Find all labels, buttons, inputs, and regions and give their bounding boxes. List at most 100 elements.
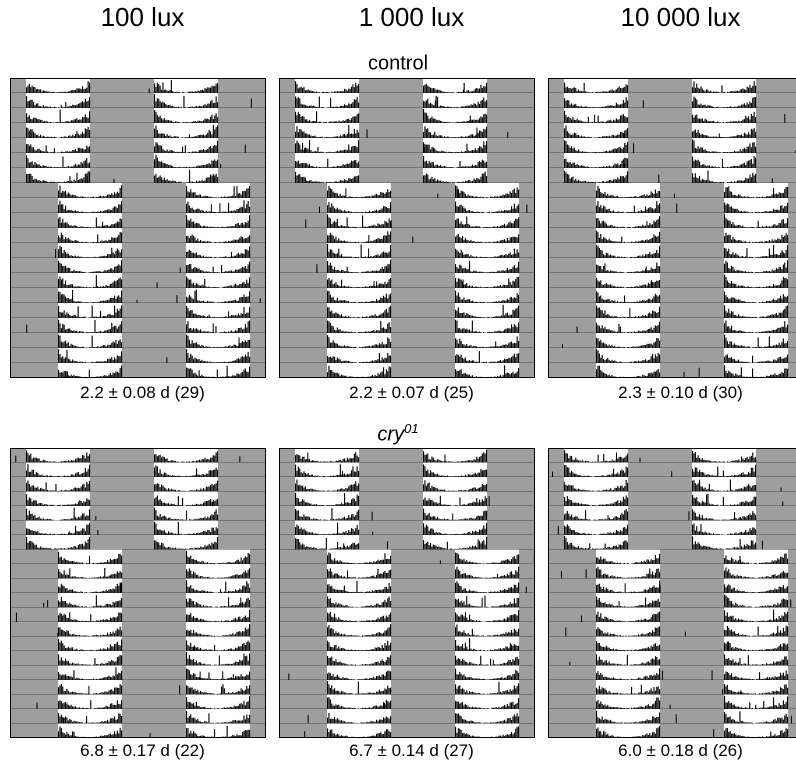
actogram-row: [548, 333, 796, 348]
actogram-row: [10, 228, 266, 243]
actogram-row: [10, 108, 266, 123]
actogram-row: [10, 258, 266, 273]
actogram-row: [279, 213, 535, 228]
caption-cry-1000: 6.7 ± 0.14 d (27): [279, 741, 544, 761]
actogram-row: [548, 622, 796, 637]
group-label-sup: 01: [404, 421, 418, 436]
actogram-cry-10000-lux: [548, 448, 796, 738]
actogram-row: [10, 463, 266, 478]
actogram-row: [10, 564, 266, 579]
actogram-row: [548, 363, 796, 378]
actogram-row: [279, 608, 535, 623]
actogram-row: [10, 724, 266, 739]
actogram-row: [10, 303, 266, 318]
actogram-row: [279, 153, 535, 168]
actogram-row: [548, 695, 796, 710]
actogram-row: [548, 198, 796, 213]
actogram-row: [548, 550, 796, 565]
actogram-row: [279, 228, 535, 243]
actogram-row: [279, 579, 535, 594]
actogram-row: [548, 93, 796, 108]
actogram-row: [548, 318, 796, 333]
actogram-row: [10, 363, 266, 378]
actogram-row: [10, 123, 266, 138]
actogram-row: [548, 651, 796, 666]
actogram-row: [279, 123, 535, 138]
col-header-2: 1 000 lux: [279, 2, 544, 33]
actogram-row: [548, 593, 796, 608]
actogram-cry-100-lux: [10, 448, 266, 738]
actogram-row: [279, 535, 535, 550]
caption-control-1000: 2.2 ± 0.07 d (25): [279, 383, 544, 403]
actogram-row: [10, 492, 266, 507]
actogram-row: [279, 138, 535, 153]
actogram-row: [279, 333, 535, 348]
actogram-row: [10, 680, 266, 695]
actogram-row: [279, 724, 535, 739]
actogram-row: [279, 593, 535, 608]
actogram-row: [279, 78, 535, 93]
actogram-row: [279, 243, 535, 258]
actogram-row: [548, 724, 796, 739]
actogram-row: [279, 695, 535, 710]
actogram-row: [279, 680, 535, 695]
actogram-cry-1000-lux: [279, 448, 535, 738]
actogram-row: [279, 273, 535, 288]
actogram-row: [10, 695, 266, 710]
actogram-row: [10, 333, 266, 348]
actogram-row: [279, 564, 535, 579]
actogram-row: [548, 608, 796, 623]
actogram-row: [548, 666, 796, 681]
actogram-row: [10, 168, 266, 183]
actogram-row: [279, 622, 535, 637]
actogram-row: [548, 579, 796, 594]
actogram-row: [548, 448, 796, 463]
actogram-row: [279, 363, 535, 378]
actogram-row: [279, 463, 535, 478]
group-label-cry: cry01: [0, 421, 796, 447]
actogram-row: [548, 273, 796, 288]
actogram-row: [10, 213, 266, 228]
actogram-row: [548, 258, 796, 273]
actogram-row: [279, 666, 535, 681]
actogram-row: [10, 243, 266, 258]
actogram-row: [10, 93, 266, 108]
group-label-control: control: [0, 50, 796, 76]
actogram-row: [279, 168, 535, 183]
actogram-row: [279, 93, 535, 108]
actogram-row: [548, 183, 796, 198]
actogram-row: [10, 506, 266, 521]
actogram-row: [10, 535, 266, 550]
actogram-row: [548, 535, 796, 550]
actogram-row: [279, 637, 535, 652]
actogram-row: [548, 153, 796, 168]
col-header-3: 10 000 lux: [548, 2, 796, 33]
actogram-row: [10, 666, 266, 681]
actogram-row: [548, 243, 796, 258]
caption-control-10000: 2.3 ± 0.10 d (30): [548, 383, 796, 403]
actogram-row: [548, 168, 796, 183]
actogram-row: [548, 564, 796, 579]
actogram-row: [548, 463, 796, 478]
actogram-row: [279, 303, 535, 318]
actogram-row: [10, 288, 266, 303]
actogram-row: [279, 477, 535, 492]
actogram-row: [10, 637, 266, 652]
actogram-row: [10, 138, 266, 153]
actogram-row: [279, 258, 535, 273]
actogram-row: [548, 521, 796, 536]
actogram-row: [279, 506, 535, 521]
actogram-row: [548, 108, 796, 123]
actogram-row: [10, 477, 266, 492]
col-header-1: 100 lux: [10, 2, 275, 33]
actogram-row: [548, 228, 796, 243]
actogram-row: [279, 550, 535, 565]
actogram-row: [279, 288, 535, 303]
actogram-row: [279, 709, 535, 724]
actogram-row: [279, 108, 535, 123]
actogram-row: [10, 709, 266, 724]
actogram-row: [10, 448, 266, 463]
actogram-row: [10, 608, 266, 623]
actogram-row: [279, 348, 535, 363]
actogram-row: [10, 521, 266, 536]
